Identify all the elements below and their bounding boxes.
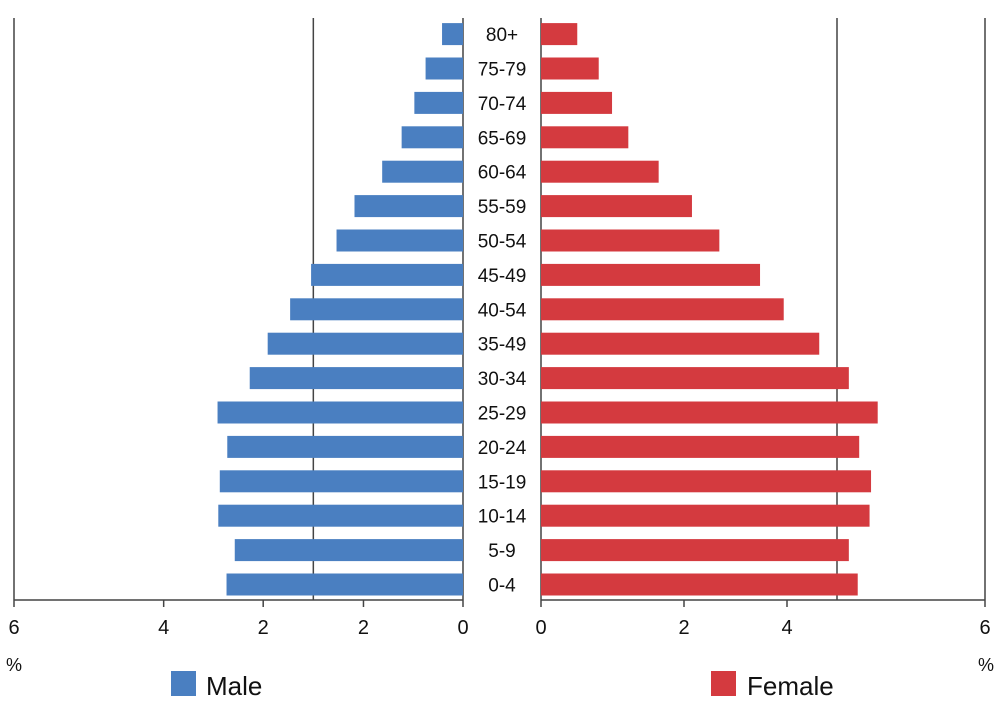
female-bar: [541, 126, 629, 149]
category-label: 40-54: [478, 300, 527, 321]
category-label: 70-74: [478, 94, 527, 115]
category-label: 10-14: [478, 507, 527, 528]
male-bar: [226, 573, 463, 596]
left-tick-label: 6: [8, 617, 19, 639]
male-bar: [234, 539, 463, 562]
bars-layer: [217, 23, 878, 596]
male-bar: [227, 435, 463, 458]
female-bar: [541, 504, 870, 527]
female-bar: [541, 57, 599, 80]
female-bar: [541, 401, 878, 424]
female-bar: [541, 160, 659, 183]
female-bar: [541, 539, 849, 562]
right-tick-label: 4: [781, 617, 792, 639]
male-bar: [290, 298, 463, 321]
female-bar: [541, 470, 872, 493]
category-label: 25-29: [478, 404, 527, 425]
category-label: 60-64: [478, 163, 527, 184]
legend-swatch-female: [711, 671, 736, 696]
male-bar: [382, 160, 463, 183]
category-label: 65-69: [478, 128, 527, 149]
female-bar: [541, 91, 613, 114]
category-label: 20-24: [478, 438, 527, 459]
left-tick-label: 4: [158, 617, 169, 639]
female-bar: [541, 195, 692, 218]
category-label: 55-59: [478, 197, 527, 218]
female-bar: [541, 23, 578, 46]
legend-swatch-male: [171, 671, 196, 696]
female-bar: [541, 332, 820, 355]
category-label: 75-79: [478, 60, 527, 81]
category-label: 80+: [486, 25, 518, 46]
right-unit-label: %: [978, 655, 994, 675]
legend: Male Female: [171, 671, 834, 701]
category-label: 30-34: [478, 369, 527, 390]
category-labels: 0-4 5-9 10-14 15-19 20-24 25-29 30-34 35-49 40-5…: [478, 25, 527, 596]
legend-label-female: Female: [747, 671, 834, 701]
male-bar: [218, 504, 463, 527]
category-label: 45-49: [478, 266, 527, 287]
male-bar: [311, 263, 463, 286]
axes-layer: 6 4 2 2 0 0 2 4 6: [8, 599, 991, 639]
left-tick-label: 2: [358, 617, 369, 639]
category-label: 15-19: [478, 472, 527, 493]
female-bar: [541, 435, 860, 458]
left-tick-label: 0: [457, 617, 468, 639]
female-bar: [541, 367, 849, 390]
category-label: 35-49: [478, 335, 527, 356]
male-bar: [442, 23, 463, 46]
female-bar: [541, 573, 858, 596]
left-unit-label: %: [6, 655, 22, 675]
category-label: 5-9: [488, 541, 515, 562]
female-bar: [541, 229, 720, 252]
right-tick-label: 2: [678, 617, 689, 639]
male-bar: [249, 367, 463, 390]
male-bar: [219, 470, 463, 493]
left-tick-label: 2: [258, 617, 269, 639]
right-tick-label: 0: [535, 617, 546, 639]
male-bar: [425, 57, 463, 80]
male-bar: [414, 91, 463, 114]
category-label: 50-54: [478, 232, 527, 253]
female-bar: [541, 298, 784, 321]
male-bar: [267, 332, 463, 355]
male-bar: [336, 229, 463, 252]
legend-label-male: Male: [206, 671, 262, 701]
right-tick-label: 6: [979, 617, 990, 639]
male-bar: [217, 401, 463, 424]
female-bar: [541, 263, 761, 286]
male-bar: [354, 195, 463, 218]
male-bar: [401, 126, 463, 149]
category-label: 0-4: [488, 576, 516, 597]
